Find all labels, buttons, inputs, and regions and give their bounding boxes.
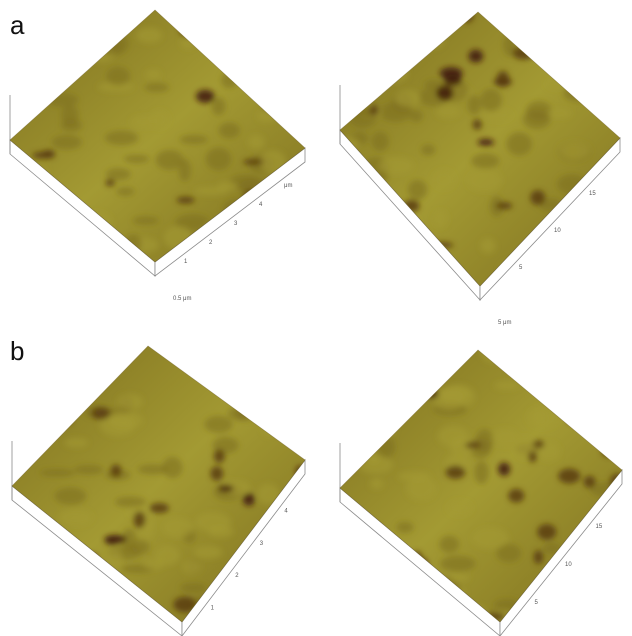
tick-label: 5 — [519, 265, 523, 271]
tick-label: 10 — [554, 228, 561, 234]
tick-label: 10 — [565, 562, 572, 568]
tick-label: 4 — [259, 202, 263, 208]
tick-label: 2 — [235, 573, 239, 579]
axis-label: 0.5 μm — [173, 296, 191, 302]
afm-surface-plot-1: 5 10 15 5 μm — [339, 11, 621, 326]
panel-label-a: a — [10, 10, 25, 40]
afm-surface-plot-0: 1 2 3 4 μm 0.5 μm — [9, 9, 306, 302]
tick-label: 2 — [209, 240, 213, 246]
tick-label: 1 — [184, 259, 188, 265]
tick-label: 5 — [535, 600, 539, 606]
axis-label: 5 μm — [498, 320, 511, 326]
tick-label: 3 — [234, 221, 238, 227]
tick-label: μm — [284, 183, 292, 189]
afm-surface-plot-3: 51015μm — [339, 349, 623, 636]
tick-label: 1 — [211, 606, 215, 612]
afm-surface — [10, 10, 305, 262]
tick-label: 4 — [284, 508, 288, 514]
tick-label: 15 — [589, 191, 596, 197]
tick-label: 15 — [596, 524, 603, 530]
afm-surface — [12, 346, 305, 622]
tick-label: 3 — [260, 541, 264, 547]
panel-label-b: b — [10, 336, 25, 366]
